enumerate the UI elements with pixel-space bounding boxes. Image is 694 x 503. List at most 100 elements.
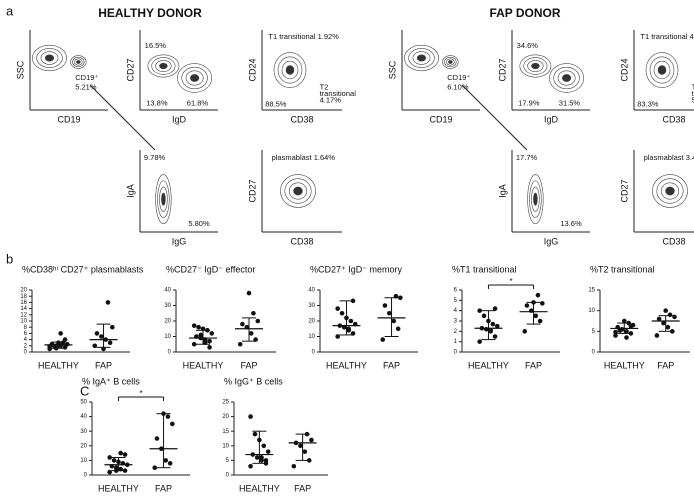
chart-title: % IgG⁺ B cells [224,376,283,386]
density-contour [273,52,307,88]
data-point [92,343,98,349]
density-contour [529,180,542,218]
y-tick-label: 20 [222,414,229,420]
x-axis-label: CD19 [57,114,80,124]
x-tick-label: FAP [383,360,400,370]
density-contour [293,186,303,196]
x-axis-label: CD38 [290,114,313,124]
y-tick-label: 8 [24,325,28,331]
y-tick-label: 6 [454,288,458,294]
data-point [246,290,252,296]
density-contour [74,58,83,66]
density-contour [288,182,308,200]
density-contour [523,57,548,75]
data-point [107,455,112,460]
x-tick-label: HEALTHY [183,360,224,370]
x-tick-label: HEALTHY [468,360,509,370]
density-contour [442,55,459,69]
density-contour [408,48,435,68]
data-point [254,455,260,460]
density-contour [44,54,55,62]
x-tick-label: HEALTHY [38,360,79,370]
y-tick-label: 12 [20,312,27,318]
density-contour [649,56,675,84]
data-point [291,463,297,469]
y-tick-label: 6 [24,331,28,337]
data-point [395,326,401,332]
x-tick-label: HEALTHY [604,360,645,370]
data-point [481,313,487,319]
gate-label: 17.7% [516,153,538,162]
arrow [89,84,156,151]
y-axis-label: CD24 [619,58,629,81]
data-point [391,318,397,324]
data-point [380,337,386,342]
x-tick-label: FAP [155,483,172,493]
density-contour [277,56,303,84]
data-point [240,321,245,327]
data-point [58,331,63,336]
data-point [613,329,618,335]
data-point [387,310,392,316]
data-point [110,324,115,330]
x-tick-label: HEALTHY [239,483,280,493]
data-point [335,334,340,339]
density-contour [657,65,667,75]
data-point [613,333,618,338]
density-contour [285,65,295,75]
gate-label: 34.6% [517,41,539,50]
gate-label: CD19⁺ [447,73,470,82]
x-axis-label: CD38 [662,114,685,124]
density-contour [155,174,172,225]
density-contour [147,54,180,78]
data-point [477,339,482,344]
density-contour [562,74,572,82]
y-tick-label: 50 [80,400,87,406]
chart-title: %CD27⁻ IgD⁻ effector [166,264,255,274]
data-point [62,337,68,342]
y-tick-label: 20 [80,443,87,449]
y-tick-label: 0 [226,473,230,479]
data-point [540,301,545,306]
data-point [494,323,500,329]
y-tick-label: 5 [226,458,230,464]
y-tick-label: 30 [80,429,87,435]
gate-label: 4.17% [320,95,342,104]
gate-label: 31.5% [559,99,581,108]
gate-label: 9.78% [144,153,166,162]
data-point [490,321,496,327]
gate-label: 61.8% [187,99,209,108]
data-point [533,313,539,319]
density-contour [185,70,204,86]
y-tick-label: 40 [80,414,87,420]
data-point [339,310,345,316]
y-tick-label: 20 [308,319,315,325]
y-axis-label: CD27 [619,179,629,202]
x-tick-label: HEALTHY [98,483,139,493]
density-contour [151,57,176,75]
gate-label: 5.80% [188,219,210,228]
density-contour [70,55,87,69]
data-point [248,463,253,469]
y-tick-label: 10 [222,443,229,449]
data-point [488,328,493,333]
data-point [118,450,123,456]
data-point [237,341,243,347]
arrow [461,84,528,151]
density-contour [161,192,166,206]
y-tick-label: 16 [20,300,27,306]
significance-label: * [509,277,512,286]
y-tick-label: 5 [454,298,458,304]
y-tick-label: 3 [454,319,458,325]
data-point [94,331,100,336]
density-contour [519,54,552,78]
data-point [535,292,541,298]
data-point [302,449,308,454]
chart-title: %T2 transitional [590,264,655,274]
gate-label: T2 [692,83,694,92]
density-contour [40,51,59,65]
panel-label: b [6,251,13,266]
data-point [207,338,212,344]
data-point [107,469,112,475]
x-tick-label: FAP [657,360,674,370]
